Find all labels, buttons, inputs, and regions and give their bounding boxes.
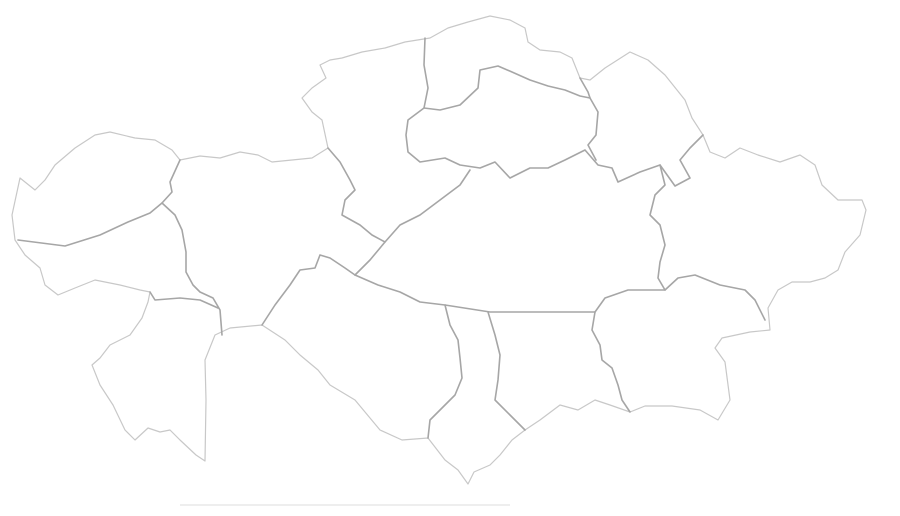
border-south-central-west: [261, 254, 356, 326]
border-east-central: [649, 134, 704, 291]
border-north-regions: [423, 37, 591, 111]
border-south-west: [427, 304, 463, 439]
border-central-south-line: [354, 274, 596, 313]
country-outline: [11, 15, 867, 485]
border-southwest-split: [149, 291, 219, 309]
border-west-north-south: [17, 159, 181, 247]
border-west-central: [161, 202, 223, 336]
regions-layer: [11, 15, 867, 485]
border-south-central-east: [594, 274, 766, 321]
border-central-southwest: [384, 169, 471, 243]
border-north-west-central: [327, 147, 386, 276]
border-southeast-west: [591, 311, 631, 413]
border-north-central: [405, 107, 661, 183]
border-south-middle: [487, 311, 526, 431]
border-east-north: [579, 77, 599, 161]
